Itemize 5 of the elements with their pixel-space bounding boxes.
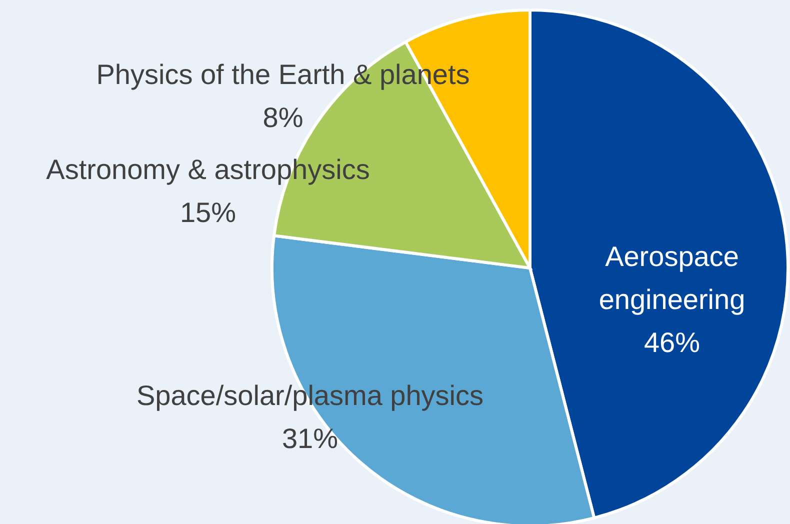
data-label: 46%	[644, 327, 700, 358]
slice-label: Aerospace engineering	[598, 241, 746, 315]
data-label: 8%	[262, 102, 304, 133]
data-label: 15%	[180, 197, 236, 228]
data-label: 31%	[282, 423, 338, 454]
